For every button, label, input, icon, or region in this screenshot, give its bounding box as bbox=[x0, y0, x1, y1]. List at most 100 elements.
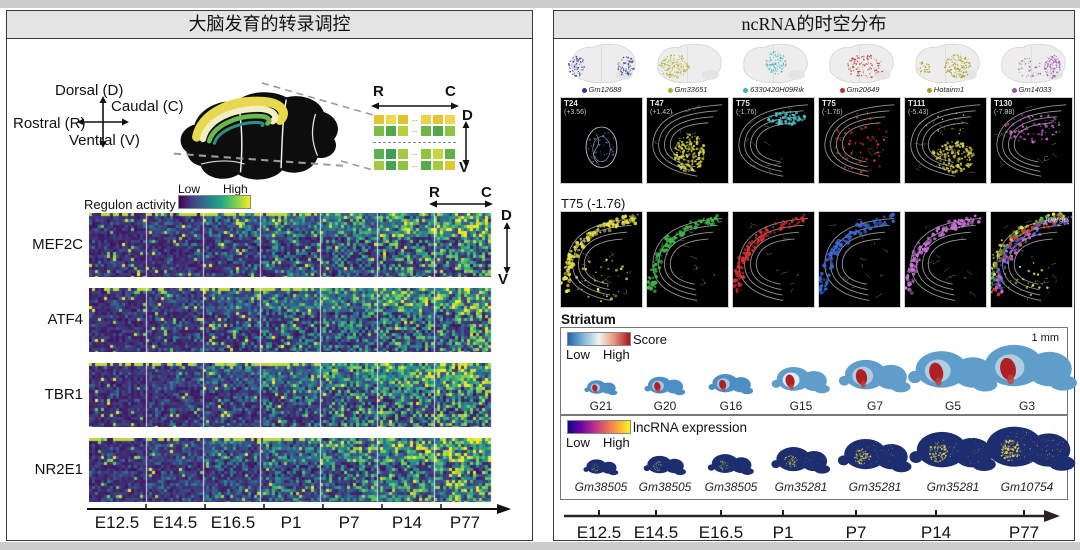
gene-3d-label: 6330420H09Rik bbox=[732, 85, 815, 94]
lncrna-sample bbox=[974, 420, 1080, 478]
inset-grid-cell bbox=[444, 159, 456, 171]
right-time-axis bbox=[564, 510, 1060, 522]
section-value-label: (-1.76) bbox=[822, 109, 843, 116]
inset-grid-cell: ... bbox=[409, 148, 420, 160]
grid-rc-arrow-icon bbox=[371, 102, 459, 110]
inset-grid-cell: ... bbox=[409, 159, 420, 171]
section-card: T24 (+3.56) bbox=[560, 97, 643, 184]
striatum-sample bbox=[708, 371, 754, 398]
brain-sagittal-diagram bbox=[173, 92, 348, 180]
left-axis-tick-label: E14.5 bbox=[152, 513, 198, 532]
inset-grid-cell bbox=[420, 148, 432, 160]
section-card bbox=[903, 211, 987, 308]
heatmap-rc-arrow-icon bbox=[429, 200, 493, 208]
lncrna-sample bbox=[906, 426, 1000, 478]
heatmap-dv-arrow-icon bbox=[503, 222, 511, 274]
heatmap-axis-v-label: V bbox=[498, 271, 509, 288]
striatum-sample-label: G5 bbox=[944, 399, 962, 413]
regulon-legend-high: High bbox=[223, 182, 248, 196]
regulon-row-label: TBR1 bbox=[44, 386, 83, 403]
inset-grid-row bbox=[373, 137, 456, 148]
section-value-label: (-5.43) bbox=[908, 109, 929, 116]
inset-grid-row: ... bbox=[373, 159, 456, 171]
inset-grid-cell bbox=[385, 148, 397, 160]
gene-3d-label: Hotairm1 bbox=[904, 85, 987, 94]
gene-3d-label: Gm20649 bbox=[818, 85, 901, 94]
left-time-axis bbox=[87, 504, 511, 514]
lncrna-legend-label: lncRNA expression bbox=[633, 420, 748, 435]
inset-grid-row: ... bbox=[373, 148, 456, 160]
lncrna-sample-label: Gm35281 bbox=[926, 480, 980, 494]
score-low-label: Low bbox=[566, 347, 590, 362]
inset-grid-cell bbox=[420, 159, 432, 171]
lncrna-sample bbox=[582, 457, 620, 478]
score-label: Score bbox=[633, 332, 667, 347]
grid-axis-r-label: R bbox=[373, 83, 384, 100]
striatum-sample-label: G3 bbox=[1018, 399, 1036, 413]
lncrna-sample-label: Gm10754 bbox=[1000, 480, 1054, 494]
left-axis-tick-label: P1 bbox=[280, 513, 302, 532]
inset-grid-cell bbox=[385, 125, 397, 137]
regulon-heatmap-canvas bbox=[89, 213, 493, 277]
lncrna-sample-label: Gm35281 bbox=[848, 480, 902, 494]
left-axis-tick-label: P7 bbox=[338, 513, 360, 532]
regulon-colorbar bbox=[178, 195, 251, 209]
gene-dot-icon bbox=[839, 87, 845, 93]
left-axis-tick-label: E16.5 bbox=[210, 513, 256, 532]
orientation-caudal-label: Caudal (C) bbox=[111, 98, 184, 115]
section-id-label: T75 bbox=[736, 99, 750, 108]
section-id-label: T111 bbox=[908, 99, 926, 108]
gene-3d-item: Gm12688 bbox=[560, 41, 643, 97]
bottom-margin-strip bbox=[0, 542, 1080, 550]
inset-grid-cell bbox=[397, 114, 409, 126]
section-card: T111 (-5.43) bbox=[904, 97, 987, 184]
grid-axis-c-label: C bbox=[445, 83, 456, 100]
merge-label: merge bbox=[1045, 215, 1068, 224]
striatum-sample bbox=[584, 378, 618, 398]
lncrna-sample-label: Gm38505 bbox=[704, 480, 758, 494]
right-axis-tick-label: E16.5 bbox=[698, 523, 744, 542]
grid-axis-d-label: D bbox=[462, 107, 473, 124]
striatum-score-box: Score Low High 1 mm G21 G20 G16 G15 G7 G5 G3 bbox=[560, 327, 1077, 415]
inset-grid-cell bbox=[444, 125, 456, 137]
right-axis-tick-label: P14 bbox=[920, 523, 952, 542]
regulon-row-label: MEF2C bbox=[32, 236, 83, 253]
section-card bbox=[646, 211, 729, 308]
right-axis-tick-label: P7 bbox=[845, 523, 867, 542]
inset-grid-cell bbox=[397, 125, 409, 137]
gene-3d-item: 6330420H09Rik bbox=[732, 41, 815, 97]
gene-3d-item: Gm14033 bbox=[990, 41, 1073, 97]
section-value-label: (+3.56) bbox=[564, 109, 587, 116]
section-id-label: T47 bbox=[650, 99, 664, 108]
regulon-heatmap-canvas bbox=[89, 363, 493, 427]
inset-grid-cell: ... bbox=[409, 114, 420, 126]
lncrna-colorbar bbox=[567, 420, 631, 434]
gene-3d-item: Hotairm1 bbox=[904, 41, 987, 97]
section-card bbox=[731, 211, 815, 308]
striatum-header: Striatum bbox=[561, 312, 616, 327]
striatum-sample-label: G21 bbox=[589, 399, 613, 413]
gene-3d-item: Gm33651 bbox=[646, 41, 729, 97]
heatmap-axis-r-label: R bbox=[429, 184, 440, 201]
right-panel-title: ncRNA的时空分布 bbox=[554, 11, 1074, 39]
striatum-sample bbox=[644, 374, 686, 398]
left-panel-title: 大脑发育的转录调控 bbox=[7, 11, 532, 39]
gene-3d-label: Gm12688 bbox=[560, 85, 643, 94]
section-id-label: T75 bbox=[822, 99, 836, 108]
section-card: merge bbox=[987, 211, 1074, 308]
inset-grid-cell bbox=[432, 159, 444, 171]
orientation-cross-icon bbox=[77, 96, 129, 148]
inset-grid-cell bbox=[373, 148, 385, 160]
section-value-label: (+1.42) bbox=[650, 109, 673, 116]
top-margin-strip bbox=[0, 0, 1080, 8]
inset-grid-cell bbox=[444, 114, 456, 126]
lncrna-sample bbox=[835, 434, 915, 478]
orientation-ventral-label: Ventral (V) bbox=[69, 132, 140, 149]
score-high-label: High bbox=[603, 347, 630, 362]
section-card: T47 (+1.42) bbox=[646, 97, 729, 184]
heatmap-axis-c-label: C bbox=[481, 184, 492, 201]
section-card: T130 (-7.98) bbox=[990, 97, 1073, 184]
gene-dot-icon bbox=[1011, 87, 1017, 93]
right-panel: ncRNA的时空分布 Gm12688 Gm33651 6330420H09Rik Gm… bbox=[553, 10, 1077, 542]
lncrna-sample bbox=[706, 451, 756, 479]
